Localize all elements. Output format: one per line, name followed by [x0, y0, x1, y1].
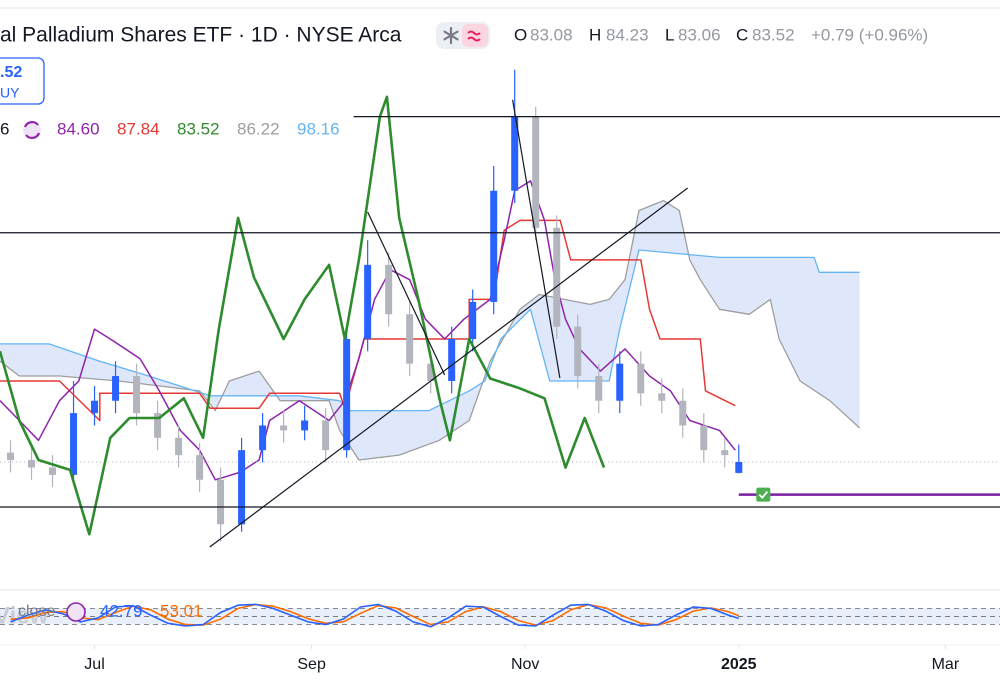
stoch-legend-value: 53.01 [160, 601, 203, 620]
header-backdrop [0, 18, 425, 54]
indicator-line [0, 180, 736, 481]
ohlc-close: 83.52 [752, 25, 795, 44]
candle-body [259, 425, 267, 451]
badge-action: UY [0, 85, 20, 101]
candle-body [735, 462, 743, 473]
candle-body [721, 450, 729, 456]
candle-body [427, 363, 435, 381]
x-tick-label: Mar [932, 656, 960, 673]
check-mark [758, 491, 768, 499]
badge-price: .52 [0, 64, 22, 81]
ohlc-letter: O [514, 25, 527, 44]
candle-body [343, 338, 351, 451]
x-tick-label: Sep [297, 656, 326, 673]
wave-icon [467, 30, 481, 42]
x-axis: Jul Sep Nov 2025 Mar [84, 645, 960, 673]
candle-body [70, 413, 78, 475]
candle-body [679, 400, 687, 426]
candle-body [448, 338, 456, 381]
ohlc-open: 83.08 [530, 25, 573, 44]
stoch-icon[interactable] [66, 602, 86, 622]
ohlc-high: 84.23 [606, 25, 649, 44]
candle-body [217, 479, 225, 525]
candle-body [532, 116, 540, 228]
ohlc-letter: H [589, 25, 601, 44]
check-icon [756, 487, 771, 502]
ohlc-low: 83.06 [678, 25, 721, 44]
candle-body [196, 455, 204, 480]
trend-line [367, 211, 446, 376]
legend-value: 84.60 [57, 119, 100, 138]
candle-body [322, 420, 330, 451]
legend-value: 98.16 [297, 119, 340, 138]
order-badge[interactable] [0, 57, 45, 105]
indicator-line [0, 249, 860, 412]
chart-title: al Palladium Shares ETF · 1D · NYSE Arca [0, 24, 402, 47]
candle-body [574, 326, 582, 377]
candle-body [175, 437, 183, 456]
candle-body [700, 425, 708, 451]
x-tick-label: Nov [511, 656, 539, 673]
candle-body [553, 227, 561, 327]
stoch-legend-value: 42.79 [100, 601, 143, 620]
candle-body [658, 393, 666, 401]
legend-value: 87.84 [117, 119, 160, 138]
candle-body [238, 450, 246, 525]
indicator-prefix: 6 [0, 119, 9, 138]
x-tick-label: Jul [84, 656, 104, 673]
indicator-legend: 84.60 87.84 83.52 86.22 98.16 [57, 119, 340, 138]
ohlc-letter: C [736, 25, 748, 44]
candle-body [7, 452, 15, 461]
candle-body [616, 363, 624, 401]
candle-body [511, 116, 519, 191]
stoch-label: close [18, 603, 55, 620]
candle-body [406, 314, 414, 364]
candle-body [91, 400, 99, 414]
candle-body [280, 425, 288, 431]
wave-icon-bg [462, 24, 488, 47]
legend-value: 86.22 [237, 119, 280, 138]
candle-body [301, 420, 309, 431]
trend-line [209, 187, 689, 548]
indicator-line [0, 199, 861, 461]
candle-body [133, 376, 141, 414]
candle-body [385, 264, 393, 315]
indicator-line [0, 95, 606, 536]
ohlc-letter: L [665, 25, 674, 44]
candle-body [28, 460, 36, 468]
candle-body [49, 467, 57, 475]
candle-body [112, 376, 120, 401]
legend-value: 83.52 [177, 119, 220, 138]
stoch-line [10, 603, 740, 628]
refresh-icon[interactable] [23, 121, 41, 139]
x-tick-label: 2025 [721, 656, 757, 673]
candle-body [154, 413, 162, 438]
candle-body [595, 376, 603, 401]
candle-body [490, 190, 498, 302]
plot-area [0, 69, 1000, 548]
candle-body [637, 363, 645, 394]
ohlc-change: +0.79 (+0.96%) [811, 25, 928, 44]
trend-line [512, 99, 561, 379]
candle-body [364, 264, 372, 339]
asterisk-icon [443, 26, 459, 45]
candle-body [469, 301, 477, 339]
